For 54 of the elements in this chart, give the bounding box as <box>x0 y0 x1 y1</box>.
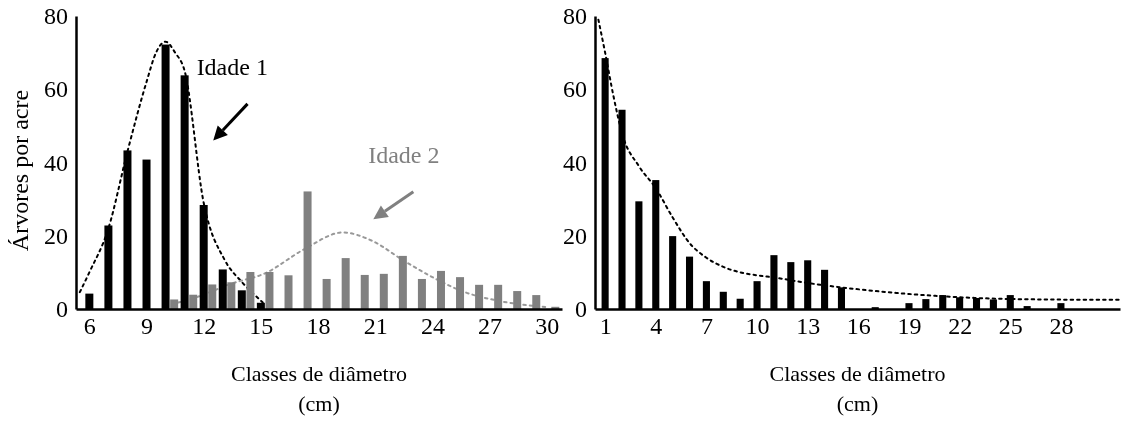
bar <box>532 295 541 309</box>
x-tick-label: 28 <box>1049 313 1074 340</box>
x-tick-label: 7 <box>700 313 713 340</box>
x-tick-label: 15 <box>249 313 274 340</box>
bar <box>360 274 369 309</box>
x-tick-label: 9 <box>141 313 154 340</box>
x-tick-label: 21 <box>363 313 388 340</box>
y-tick-label: 0 <box>575 296 587 323</box>
bar <box>189 294 198 309</box>
y-axis-title: Árvores por acre <box>7 89 33 252</box>
bar <box>417 278 426 309</box>
y-tick-label: 20 <box>44 222 68 249</box>
bar <box>246 272 255 309</box>
bar <box>170 299 179 309</box>
x-tick-label: 1 <box>599 313 612 340</box>
x-tick-label: 12 <box>192 313 217 340</box>
y-tick-label: 20 <box>563 222 587 249</box>
bar <box>436 270 445 309</box>
bar <box>494 284 503 309</box>
bar <box>284 275 293 309</box>
x-tick-label: 30 <box>535 313 560 340</box>
bar <box>303 191 312 309</box>
bar <box>475 284 484 309</box>
x-axis-title: Classes de diâmetro (cm) <box>769 361 946 416</box>
y-tick-label: 60 <box>563 76 587 103</box>
bar <box>341 258 350 309</box>
series-label: Idade 1 <box>196 53 268 80</box>
text: Idade 2 <box>368 141 440 168</box>
y-tick-label: 0 <box>56 296 68 323</box>
x-tick-label: 24 <box>420 313 445 340</box>
bar <box>513 291 522 309</box>
bar <box>265 272 274 309</box>
y-tick-label: 80 <box>563 3 587 30</box>
x-tick-label: 6 <box>83 313 96 340</box>
x-tick-label: 10 <box>745 313 770 340</box>
x-tick-label: 27 <box>478 313 503 340</box>
bar <box>208 284 217 309</box>
y-tick-label: 60 <box>44 76 68 103</box>
y-tick-label: 40 <box>44 149 68 176</box>
bar <box>227 282 236 309</box>
bar <box>322 278 331 309</box>
x-tick-label: 22 <box>948 313 973 340</box>
x-tick-label: 16 <box>846 313 871 340</box>
x-tick-label: 13 <box>796 313 821 340</box>
y-tick-label: 40 <box>563 149 587 176</box>
bar <box>379 273 388 309</box>
y-tick-label: 80 <box>44 3 68 30</box>
x-tick-label: 4 <box>650 313 663 340</box>
x-axis-title: Classes de diâmetro (cm) <box>231 361 407 416</box>
x-tick-label: 18 <box>306 313 331 340</box>
x-tick-label: 25 <box>998 313 1023 340</box>
x-tick-label: 19 <box>897 313 922 340</box>
bar <box>398 255 407 309</box>
bar <box>456 277 465 309</box>
